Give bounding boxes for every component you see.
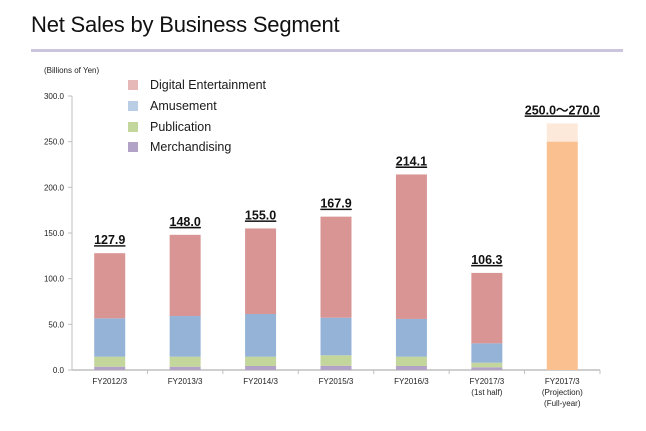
- x-category-label: FY2014/3: [243, 377, 278, 386]
- legend-label: Digital Entertainment: [150, 78, 267, 93]
- bar-segment-amusement: [471, 343, 503, 363]
- bar-segment-digital-entertainment: [245, 228, 277, 315]
- x-category-label: (Projection): [542, 388, 583, 397]
- bar-segment-publication: [471, 362, 503, 368]
- legend-swatch-amusement: [128, 101, 138, 112]
- page-title: Net Sales by Business Segment: [31, 12, 340, 37]
- bar-projection: [546, 141, 578, 370]
- bar-total-label: 214.1: [396, 154, 427, 168]
- title-divider: [31, 49, 623, 52]
- legend-label: Amusement: [150, 99, 217, 114]
- bar-segment-merchandising: [169, 366, 201, 370]
- x-category-label: FY2013/3: [168, 377, 203, 386]
- legend-item-amusement: Amusement: [128, 96, 266, 117]
- bar-segment-amusement: [320, 317, 352, 356]
- bar-total-label: 250.0～270.0: [525, 103, 600, 117]
- bar-segment-digital-entertainment: [471, 272, 503, 344]
- bar-segment-digital-entertainment: [169, 234, 201, 317]
- bar-segment-amusement: [169, 316, 201, 357]
- x-category-label: FY2017/3: [470, 377, 505, 386]
- y-tick-label: 50.0: [48, 320, 64, 329]
- x-category-label: FY2016/3: [394, 377, 429, 386]
- legend-swatch-publication: [128, 121, 138, 132]
- bar-segment-merchandising: [471, 367, 503, 370]
- legend-item-publication: Publication: [128, 116, 266, 137]
- bar-total-label: 106.3: [471, 253, 502, 267]
- chart-legend: Digital Entertainment Amusement Publicat…: [128, 75, 266, 158]
- bar-total-label: 127.9: [94, 233, 125, 247]
- bar-segment-amusement: [94, 318, 126, 357]
- bar-segment-merchandising: [395, 365, 427, 370]
- bar-segment-publication: [94, 356, 126, 367]
- bar-total-label: 155.0: [245, 208, 276, 222]
- legend-label: Merchandising: [150, 140, 232, 155]
- y-tick-label: 0.0: [53, 366, 65, 375]
- x-category-label: (Full-year): [544, 399, 581, 408]
- y-tick-label: 150.0: [44, 229, 65, 238]
- legend-item-merchandising: Merchandising: [128, 137, 266, 158]
- bar-segment-merchandising: [245, 365, 277, 370]
- bar-segment-merchandising: [94, 366, 126, 370]
- bar-segment-publication: [320, 355, 352, 366]
- legend-swatch-merchandising: [128, 142, 138, 153]
- x-category-label: FY2017/3: [545, 377, 580, 386]
- bar-segment-digital-entertainment: [94, 253, 126, 319]
- legend-swatch-digital-entertainment: [128, 80, 138, 91]
- bar-segment-amusement: [245, 314, 277, 357]
- y-tick-label: 200.0: [44, 183, 65, 192]
- bar-total-label: 148.0: [170, 215, 201, 229]
- legend-label: Publication: [150, 119, 212, 134]
- y-axis-unit-label: (Billions of Yen): [44, 66, 100, 75]
- y-tick-label: 100.0: [44, 275, 65, 284]
- bar-segment-digital-entertainment: [395, 174, 427, 319]
- x-category-label: FY2015/3: [319, 377, 354, 386]
- y-tick-label: 250.0: [44, 138, 65, 147]
- x-category-label: (1st half): [471, 388, 502, 397]
- bar-segment-publication: [245, 356, 277, 366]
- bar-segment-publication: [395, 356, 427, 366]
- bar-total-label: 167.9: [320, 197, 351, 211]
- bar-segment-digital-entertainment: [320, 216, 352, 318]
- bar-segment-publication: [169, 356, 201, 367]
- bar-segment-amusement: [395, 318, 427, 357]
- x-category-label: FY2012/3: [92, 377, 127, 386]
- y-tick-label: 300.0: [44, 92, 65, 101]
- bar-projection-range: [546, 123, 578, 142]
- bar-segment-merchandising: [320, 365, 352, 370]
- legend-item-digital-entertainment: Digital Entertainment: [128, 75, 266, 96]
